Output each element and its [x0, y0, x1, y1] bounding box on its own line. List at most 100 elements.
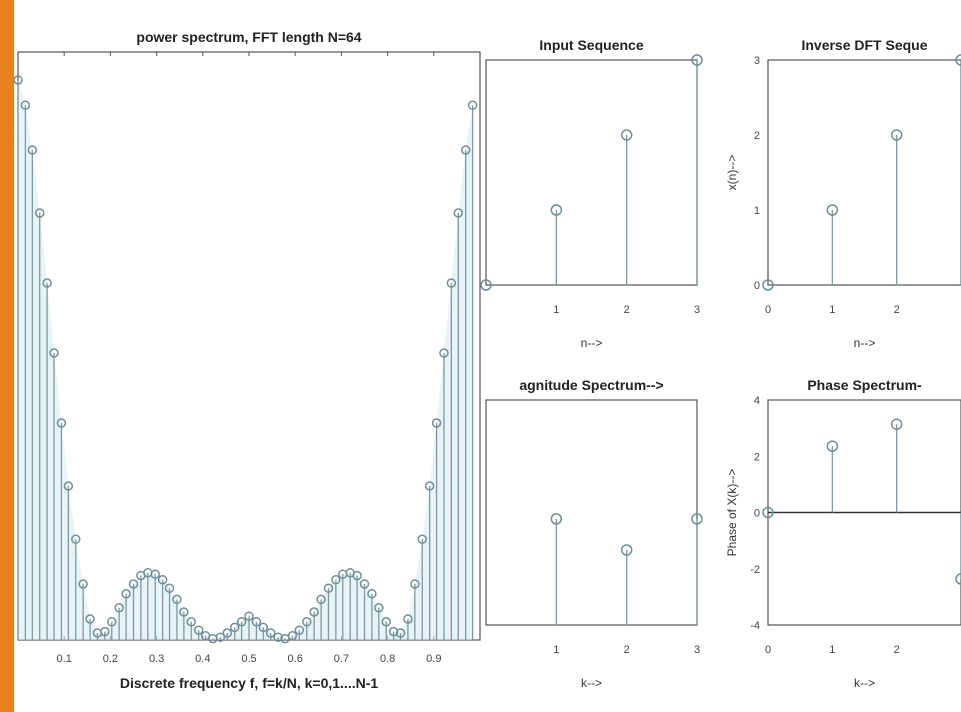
stem-marker-0-4 [42, 278, 52, 288]
x-tick-label-1-1: 2 [624, 304, 630, 316]
stem-marker-0-53 [395, 628, 406, 638]
y-tick-label-4-3: 2 [754, 451, 760, 463]
stem-marker-1-0 [480, 279, 492, 291]
chart-title-2: Inverse DFT Seque [801, 37, 927, 53]
stem-marker-0-1 [20, 100, 31, 110]
x-tick-label-0-5: 0.6 [288, 653, 303, 665]
x-tick-label-0-8: 0.9 [426, 653, 441, 665]
stem-marker-0-29 [222, 628, 233, 638]
y-tick-label-4-2: 0 [754, 508, 760, 520]
y-tick-label-4-1: -2 [750, 564, 760, 576]
x-tick-label-3-0: 1 [553, 644, 559, 656]
y-tick-label-4-0: -4 [750, 620, 760, 632]
stem-marker-0-5 [49, 348, 59, 358]
stem-marker-0-28 [215, 632, 226, 642]
stem-marker-0-40 [302, 617, 312, 627]
stem-marker-1-1 [550, 204, 563, 216]
stem-marker-0-20 [157, 575, 168, 585]
stem-marker-2-0 [762, 279, 774, 291]
x-tick-label-0-2: 0.3 [149, 653, 164, 665]
stem-marker-0-55 [410, 579, 420, 589]
stem-marker-0-36 [273, 632, 283, 642]
stem-marker-0-42 [316, 594, 326, 605]
stem-marker-2-1 [826, 204, 839, 216]
x-tick-label-0-1: 0.2 [103, 653, 118, 665]
stem-marker-0-30 [229, 622, 240, 633]
stem-marker-0-61 [453, 208, 464, 218]
x-axis-label-1: n--> [581, 336, 603, 350]
stem-marker-0-57 [424, 481, 435, 491]
stem-marker-0-52 [388, 626, 399, 637]
stem-marker-0-44 [331, 575, 341, 585]
stem-marker-0-7 [63, 481, 74, 491]
stem-marker-2-3 [955, 54, 961, 66]
stem-marker-0-62 [460, 145, 471, 155]
stem-marker-0-8 [71, 534, 81, 544]
stem-marker-0-22 [172, 594, 182, 605]
stem-marker-0-59 [439, 348, 449, 358]
stem-marker-0-38 [287, 631, 298, 641]
stem-marker-3-1 [620, 544, 633, 556]
stem-marker-0-25 [193, 625, 204, 635]
chart-title-1: Input Sequence [539, 37, 643, 53]
chart-title-4: Phase Spectrum- [807, 377, 922, 393]
stem-marker-0-54 [403, 614, 413, 624]
y-tick-label-2-0: 0 [754, 280, 760, 292]
x-tick-label-0-0: 0.1 [57, 653, 72, 665]
stem-marker-0-49 [367, 589, 377, 599]
axes-frame-0 [17, 51, 481, 641]
stem-marker-4-3 [955, 573, 961, 585]
chart-title-0: power spectrum, FFT length N=64 [136, 29, 361, 45]
stem-marker-0-2 [27, 145, 38, 155]
stem-marker-0-58 [431, 418, 442, 428]
axes-frame-1 [485, 59, 698, 286]
x-tick-label-1-2: 3 [694, 304, 700, 316]
stem-marker-0-34 [258, 622, 269, 633]
x-tick-label-1-0: 1 [553, 304, 559, 316]
stem-marker-0-51 [381, 617, 391, 627]
stem-marker-0-23 [179, 607, 189, 617]
stem-marker-0-12 [100, 626, 110, 637]
stem-marker-0-43 [323, 583, 334, 593]
axes-frame-3 [485, 399, 698, 626]
stem-marker-1-2 [620, 129, 633, 141]
x-axis-label-4: k--> [854, 676, 875, 690]
spectrum-shade-0 [18, 80, 473, 640]
stem-marker-0-10 [85, 614, 95, 624]
y-axis-label-2: x(n)--> [725, 155, 739, 191]
stem-marker-0-48 [359, 579, 370, 589]
x-tick-label-2-2: 2 [894, 304, 900, 316]
x-tick-label-0-6: 0.7 [334, 653, 349, 665]
x-axis-label-2: n--> [854, 336, 876, 350]
stem-marker-0-39 [294, 625, 305, 635]
y-tick-label-2-3: 3 [754, 55, 760, 67]
stem-marker-3-0 [550, 513, 563, 525]
stem-marker-0-50 [374, 603, 384, 613]
stem-marker-1-3 [691, 54, 703, 66]
stem-marker-0-63 [467, 100, 478, 110]
stem-marker-4-2 [890, 418, 903, 430]
x-tick-label-3-2: 3 [694, 644, 700, 656]
stem-marker-0-31 [236, 617, 247, 627]
x-tick-label-4-2: 2 [894, 644, 900, 656]
stem-marker-0-19 [150, 569, 160, 579]
stem-marker-0-41 [309, 607, 319, 617]
stem-marker-4-1 [826, 440, 839, 452]
stem-marker-0-56 [417, 534, 427, 544]
stem-marker-0-21 [164, 583, 175, 593]
y-tick-label-2-1: 1 [754, 205, 760, 217]
x-tick-label-2-1: 1 [829, 304, 835, 316]
stem-marker-0-32 [244, 611, 254, 621]
stem-marker-0-6 [56, 418, 67, 428]
y-axis-label-4: Phase of X(k)--> [725, 469, 739, 557]
x-tick-label-2-0: 0 [765, 304, 771, 316]
stem-marker-3-2 [691, 513, 703, 525]
stem-marker-0-15 [121, 589, 131, 599]
chart-title-3: agnitude Spectrum--> [519, 377, 663, 393]
x-tick-label-4-0: 0 [765, 644, 771, 656]
x-tick-label-0-3: 0.4 [195, 653, 210, 665]
stem-marker-0-47 [352, 570, 362, 581]
x-axis-label-3: k--> [581, 676, 602, 690]
x-axis-label-0: Discrete frequency f, f=k/N, k=0,1....N-… [120, 675, 379, 691]
